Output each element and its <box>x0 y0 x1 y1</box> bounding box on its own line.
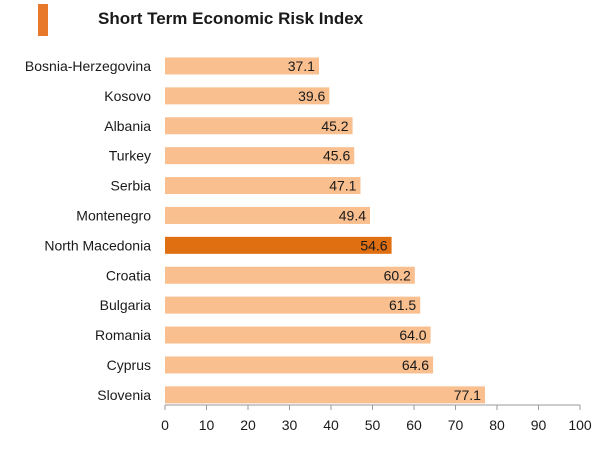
bar-3 <box>165 147 355 165</box>
bar-5 <box>165 206 371 224</box>
category-label: Croatia <box>106 267 151 283</box>
bar-11 <box>165 386 485 404</box>
category-label: Cyprus <box>107 357 151 373</box>
value-label: 37.1 <box>288 58 315 74</box>
category-label: Montenegro <box>76 207 151 223</box>
value-label: 45.2 <box>321 118 348 134</box>
category-label: Turkey <box>109 148 151 164</box>
title-accent-bar <box>38 4 48 36</box>
value-label: 47.1 <box>329 178 356 194</box>
value-label: 60.2 <box>384 267 411 283</box>
category-labels: Bosnia-Herzegovina Kosovo Albania Turkey Ser… <box>25 58 151 403</box>
category-label: North Macedonia <box>44 237 151 253</box>
value-label: 61.5 <box>389 297 416 313</box>
category-label: Kosovo <box>104 88 151 104</box>
value-labels: 37.1 39.6 45.2 45.6 47.1 49.4 54.6 60.2 61.5 64.0… <box>288 58 481 403</box>
category-label: Albania <box>104 118 151 134</box>
bar-1 <box>165 87 330 105</box>
x-tick-label: 90 <box>531 417 547 433</box>
x-tick-label: 0 <box>161 417 169 433</box>
bar-9 <box>165 326 431 344</box>
x-tick-label: 60 <box>406 417 422 433</box>
category-label: Serbia <box>111 178 152 194</box>
x-tick-label: 50 <box>365 417 381 433</box>
value-label: 77.1 <box>454 387 481 403</box>
bar-6 <box>165 236 392 254</box>
x-axis: 0 10 20 30 40 50 60 70 80 90 100 <box>161 404 592 433</box>
bars-group <box>165 57 485 404</box>
value-label: 64.6 <box>402 357 429 373</box>
bar-2 <box>165 117 353 135</box>
category-label: Slovenia <box>97 387 151 403</box>
bar-10 <box>165 356 434 374</box>
x-tick-label: 40 <box>323 417 339 433</box>
value-label: 45.6 <box>323 148 350 164</box>
x-tick-label: 100 <box>568 417 592 433</box>
chart-title: Short Term Economic Risk Index <box>98 9 364 28</box>
value-label: 64.0 <box>399 327 426 343</box>
value-label: 54.6 <box>360 237 387 253</box>
x-tick-label: 30 <box>282 417 298 433</box>
bar-8 <box>165 296 421 314</box>
bar-7 <box>165 266 415 284</box>
value-label: 39.6 <box>298 88 325 104</box>
category-label: Bosnia-Herzegovina <box>25 58 151 74</box>
x-tick-label: 20 <box>240 417 256 433</box>
x-tick-label: 80 <box>489 417 505 433</box>
bar-0 <box>165 57 319 75</box>
x-tick-label: 10 <box>199 417 215 433</box>
category-label: Romania <box>95 327 151 343</box>
value-label: 49.4 <box>339 207 366 223</box>
x-tick-label: 70 <box>448 417 464 433</box>
category-label: Bulgaria <box>100 297 152 313</box>
bar-4 <box>165 177 361 195</box>
